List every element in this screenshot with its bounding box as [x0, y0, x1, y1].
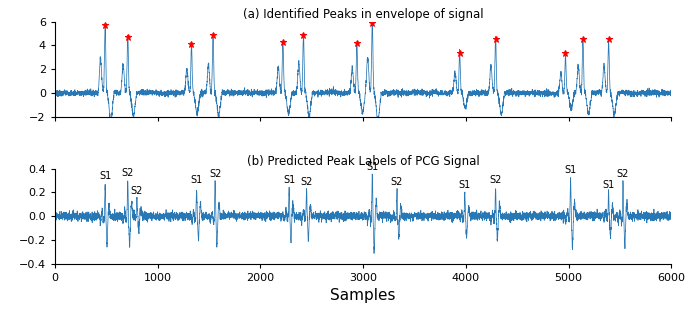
Text: S1: S1: [459, 179, 471, 190]
Text: S1: S1: [283, 175, 295, 185]
Text: S2: S2: [131, 185, 143, 196]
Text: S1: S1: [366, 162, 378, 172]
Title: (a) Identified Peaks in envelope of signal: (a) Identified Peaks in envelope of sign…: [242, 7, 484, 20]
Text: S2: S2: [616, 169, 630, 179]
Text: S2: S2: [209, 169, 221, 179]
Text: S2: S2: [390, 177, 403, 187]
Text: S1: S1: [564, 165, 577, 175]
Text: S1: S1: [603, 179, 614, 190]
Text: S2: S2: [300, 177, 313, 187]
Text: S2: S2: [489, 175, 502, 185]
Text: S2: S2: [121, 168, 134, 178]
Text: S1: S1: [99, 171, 111, 181]
Text: S1: S1: [190, 175, 203, 185]
Title: (b) Predicted Peak Labels of PCG Signal: (b) Predicted Peak Labels of PCG Signal: [247, 154, 480, 167]
X-axis label: Samples: Samples: [330, 288, 396, 303]
